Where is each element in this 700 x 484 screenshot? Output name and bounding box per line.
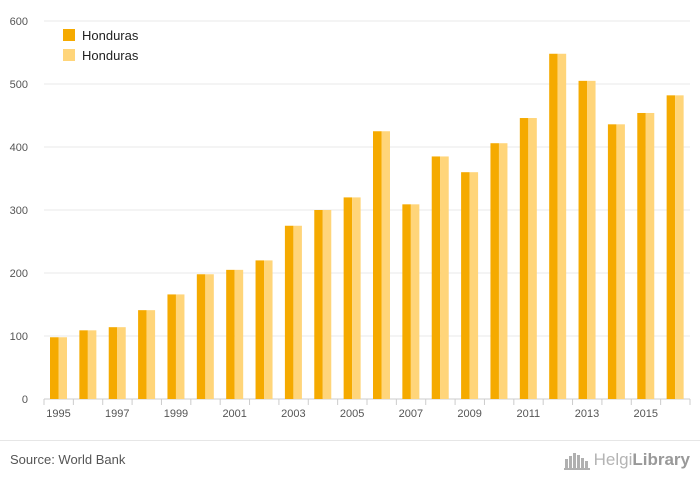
bar-series2-2016 bbox=[675, 95, 684, 399]
chart-plot: 0 100 200 300 400 500 600 1995 1997 1999 2001 2003 2… bbox=[10, 16, 691, 420]
x-tick-label: 1999 bbox=[164, 408, 188, 420]
bar-series1-2012 bbox=[549, 53, 558, 399]
x-tick-label: 2013 bbox=[575, 408, 599, 420]
bar-series1-1998 bbox=[138, 310, 147, 399]
helgi-library-logo-icon bbox=[563, 450, 590, 470]
bar-series2-2013 bbox=[587, 80, 596, 399]
bar-series2-2009 bbox=[469, 172, 479, 399]
legend-swatch bbox=[63, 29, 75, 41]
source-label: Source: World Bank bbox=[10, 452, 126, 467]
y-tick-label: 600 bbox=[10, 16, 28, 28]
bar-series1-2016 bbox=[666, 95, 676, 399]
bar-series2-2014 bbox=[616, 124, 625, 399]
bar-series1-2000 bbox=[196, 274, 206, 399]
bar-series1-2005 bbox=[343, 197, 353, 399]
bar-series1-2009 bbox=[461, 172, 470, 399]
bar-series2-1997 bbox=[117, 327, 126, 399]
bar-series1-1996 bbox=[79, 330, 88, 399]
bar-series1-2014 bbox=[607, 124, 617, 399]
bar-series2-2008 bbox=[440, 156, 449, 399]
bar-series2-1996 bbox=[87, 330, 97, 399]
chart: 0 100 200 300 400 500 600 1995 1997 1999 2001 2003 2… bbox=[10, 16, 691, 420]
x-tick-label: 1995 bbox=[46, 408, 70, 420]
legend-label: Honduras bbox=[82, 28, 139, 43]
bar-series2-2011 bbox=[528, 118, 537, 400]
bar-series2-1995 bbox=[58, 337, 67, 399]
bar-series2-2001 bbox=[234, 269, 244, 399]
bar-series2-2006 bbox=[381, 131, 390, 399]
bar-series2-1998 bbox=[146, 310, 156, 399]
brand[interactable]: HelgiLibrary bbox=[563, 449, 690, 471]
bar-series2-2000 bbox=[205, 274, 214, 399]
legend-swatch bbox=[63, 49, 75, 61]
x-tick-label: 2009 bbox=[457, 408, 481, 420]
bar-series1-1995 bbox=[50, 337, 59, 399]
y-tick-label: 300 bbox=[10, 205, 28, 217]
bar-series1-2010 bbox=[490, 143, 499, 399]
y-tick-label: 200 bbox=[10, 268, 28, 280]
brand-name-light: Helgi bbox=[593, 450, 633, 469]
bar-series2-2005 bbox=[352, 197, 361, 399]
bar-series2-2015 bbox=[645, 112, 655, 399]
bar-series1-2015 bbox=[637, 112, 646, 399]
bar-series1-2007 bbox=[402, 204, 411, 399]
legend-label: Honduras bbox=[82, 48, 139, 63]
bar-series2-2003 bbox=[293, 225, 302, 399]
bar-series1-2013 bbox=[578, 80, 588, 399]
bar-series2-2010 bbox=[498, 143, 508, 399]
y-tick-label: 100 bbox=[10, 331, 28, 343]
bar-series1-2001 bbox=[226, 269, 235, 399]
bar-series2-2012 bbox=[557, 53, 567, 399]
x-tick-label: 2003 bbox=[281, 408, 305, 420]
bar-series2-2002 bbox=[264, 260, 273, 399]
bar-series1-2003 bbox=[284, 225, 294, 399]
bar-series1-2002 bbox=[255, 260, 265, 399]
chart-footer: Source: World Bank HelgiLibrary bbox=[0, 440, 700, 484]
bar-series2-1999 bbox=[175, 294, 185, 399]
bar-series1-2006 bbox=[373, 131, 382, 399]
x-tick-label: 2005 bbox=[340, 408, 364, 420]
bar-series1-2004 bbox=[314, 210, 323, 399]
x-tick-label: 1997 bbox=[105, 408, 129, 420]
x-tick-label: 2001 bbox=[222, 408, 246, 420]
bar-series1-1997 bbox=[108, 327, 118, 399]
y-tick-label: 400 bbox=[10, 142, 28, 154]
bar-series2-2004 bbox=[322, 210, 332, 399]
y-tick-label: 0 bbox=[22, 394, 28, 406]
x-tick-label: 2011 bbox=[516, 408, 540, 420]
x-tick-label: 2007 bbox=[399, 408, 423, 420]
bar-series1-2008 bbox=[431, 156, 441, 399]
bar-series1-2011 bbox=[519, 118, 529, 400]
bar-series1-1999 bbox=[167, 294, 176, 399]
y-tick-label: 500 bbox=[10, 79, 28, 91]
x-tick-label: 2015 bbox=[634, 408, 658, 420]
brand-name-bold: Library bbox=[632, 450, 690, 469]
bar-series2-2007 bbox=[410, 204, 420, 399]
